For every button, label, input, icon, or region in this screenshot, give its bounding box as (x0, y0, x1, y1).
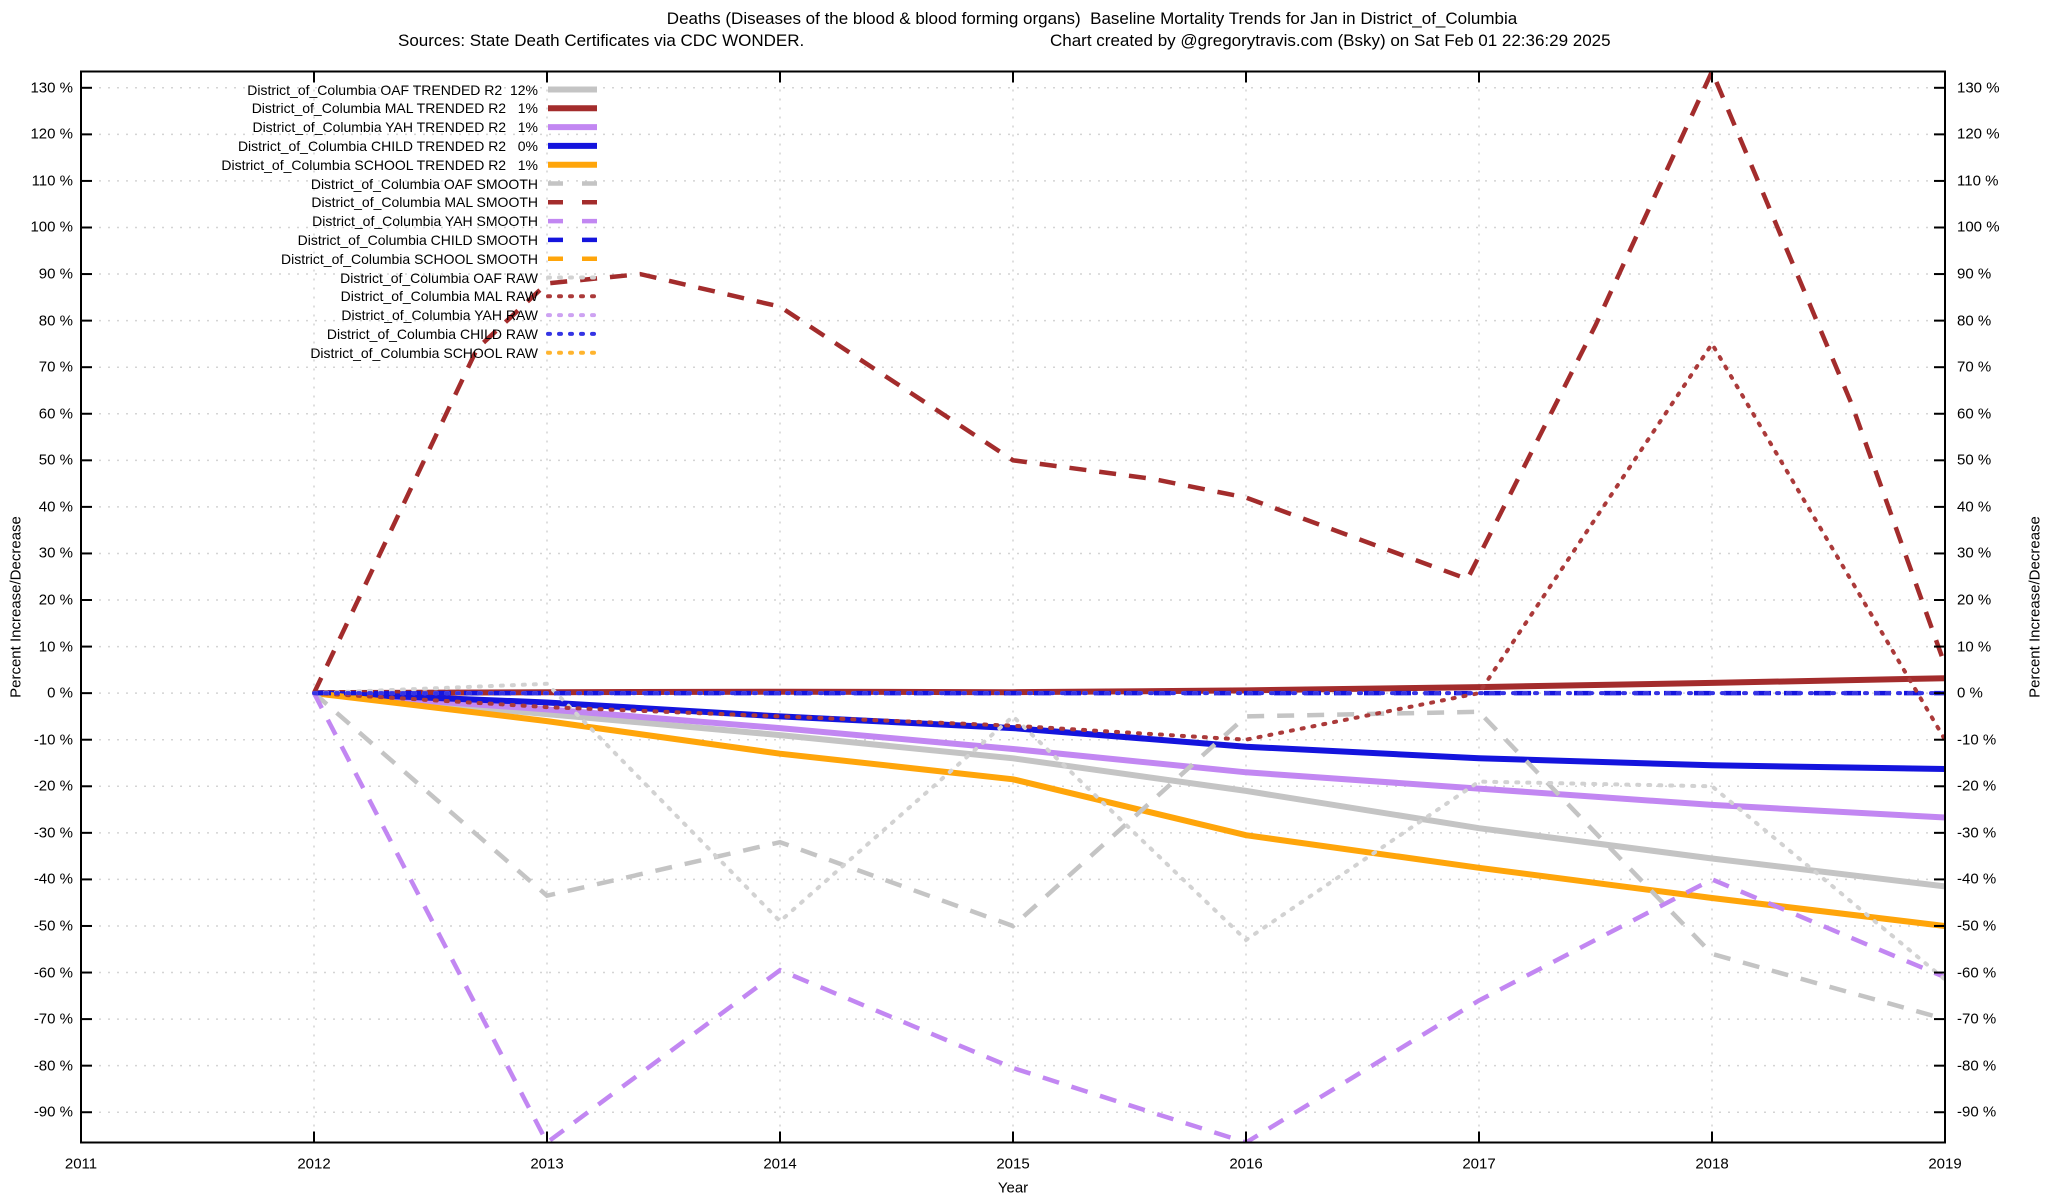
y-tick-label-right: 120 % (1957, 125, 2000, 143)
y-tick-label-right: 30 % (1957, 544, 1992, 562)
y-tick-label-right: -70 % (1957, 1010, 1997, 1028)
y-tick-label-right: 70 % (1957, 358, 1992, 376)
y-tick-label-right: -30 % (1957, 824, 1997, 842)
y-tick-label-left: -40 % (33, 870, 73, 888)
series-yah-smooth (312, 692, 1945, 1143)
y-tick-label-left: 100 % (30, 218, 73, 236)
y-tick-label-left: -10 % (33, 731, 73, 749)
y-tick-label-left: 10 % (38, 638, 73, 656)
y-tick-label-left: -20 % (33, 777, 73, 795)
x-tick-label: 2015 (996, 1155, 1030, 1173)
chart-credit-note: Chart created by @gregorytravis.com (Bsk… (1050, 31, 1611, 50)
y-tick-label-right: 0 % (1957, 684, 1983, 702)
y-tick-label-left: -90 % (33, 1103, 73, 1121)
y-tick-label-left: 30 % (38, 544, 73, 562)
x-tick-label: 2018 (1695, 1155, 1729, 1173)
y-tick-label-right: 40 % (1957, 498, 1992, 516)
y-tick-label-right: -50 % (1957, 917, 1997, 935)
series-school-trended (313, 690, 1945, 929)
y-tick-label-right: 10 % (1957, 638, 1992, 656)
legend-item-label-yah-raw: District_of_Columbia YAH RAW (341, 307, 538, 324)
chart-sources-note: Sources: State Death Certificates via CD… (398, 31, 805, 50)
legend-item-label-child-raw: District_of_Columbia CHILD RAW (326, 325, 538, 342)
y-tick-label-left: -30 % (33, 824, 73, 842)
y-axis-label-right: Percent Increase/Decrease (2026, 516, 2044, 698)
y-tick-label-right: 20 % (1957, 591, 1992, 609)
x-tick-label: 2019 (1928, 1155, 1962, 1173)
x-tick-label: 2017 (1462, 1155, 1496, 1173)
y-tick-label-right: 110 % (1957, 172, 1999, 190)
y-tick-label-right: -60 % (1957, 964, 1997, 982)
x-axis-label: Year (997, 1179, 1029, 1197)
series-oaf-smooth (312, 691, 1945, 1022)
x-tick-label: 2016 (1229, 1155, 1263, 1173)
y-tick-label-left: 20 % (38, 591, 73, 609)
y-tick-label-left: -70 % (33, 1010, 73, 1028)
legend-item-label-child-smooth: District_of_Columbia CHILD SMOOTH (297, 231, 538, 248)
y-tick-label-left: 50 % (38, 451, 73, 469)
y-tick-label-right: -90 % (1957, 1103, 1997, 1121)
y-tick-label-left: 60 % (38, 405, 73, 423)
y-tick-label-left: 70 % (38, 358, 73, 376)
series-oaf-raw (312, 681, 1945, 982)
legend-item-label-oaf-smooth: District_of_Columbia OAF SMOOTH (310, 175, 538, 192)
y-tick-label-right: 100 % (1957, 218, 2000, 236)
y-tick-label-left: -60 % (33, 964, 73, 982)
legend-item-label-mal-trended: District_of_Columbia MAL TRENDED R2 1% (251, 100, 538, 117)
y-tick-label-right: 80 % (1957, 312, 1992, 330)
series-child-trended (313, 690, 1945, 772)
y-tick-label-right: -80 % (1957, 1057, 1997, 1075)
y-tick-label-right: 90 % (1957, 265, 1992, 283)
series-mal-raw (312, 340, 1945, 742)
x-tick-label: 2011 (64, 1155, 98, 1173)
legend-item-label-oaf-raw: District_of_Columbia OAF RAW (340, 269, 538, 286)
y-tick-label-left: 40 % (38, 498, 73, 516)
y-tick-label-left: 110 % (31, 172, 73, 190)
series-yah-trended (313, 690, 1945, 821)
y-tick-label-right: 60 % (1957, 405, 1992, 423)
y-tick-label-right: 130 % (1957, 79, 2000, 97)
y-tick-label-left: 130 % (30, 79, 73, 97)
legend-item-label-mal-smooth: District_of_Columbia MAL SMOOTH (311, 194, 538, 211)
legend-item-label-yah-smooth: District_of_Columbia YAH SMOOTH (312, 213, 538, 230)
y-tick-label-left: -80 % (33, 1057, 73, 1075)
y-tick-label-right: -20 % (1957, 777, 1997, 795)
y-tick-label-left: 80 % (38, 312, 73, 330)
y-tick-label-right: 50 % (1957, 451, 1992, 469)
x-tick-label: 2012 (297, 1155, 331, 1173)
legend-item-label-mal-raw: District_of_Columbia MAL RAW (340, 288, 538, 305)
y-tick-label-left: 90 % (38, 265, 73, 283)
y-tick-label-left: -50 % (33, 917, 73, 935)
legend-item-label-school-smooth: District_of_Columbia SCHOOL SMOOTH (281, 250, 538, 267)
legend-item-label-school-raw: District_of_Columbia SCHOOL RAW (310, 344, 538, 361)
chart-title: Deaths (Diseases of the blood & blood fo… (666, 9, 1518, 28)
legend-item-label-school-trended: District_of_Columbia SCHOOL TRENDED R2 1… (221, 156, 538, 173)
legend-item-label-oaf-trended: District_of_Columbia OAF TRENDED R2 12% (247, 81, 538, 98)
legend-item-label-child-trended: District_of_Columbia CHILD TRENDED R2 0% (237, 137, 538, 154)
y-tick-label-right: -40 % (1957, 870, 1997, 888)
x-tick-label: 2014 (763, 1155, 797, 1173)
y-tick-label-left: 120 % (30, 125, 73, 143)
x-tick-label: 2013 (530, 1155, 564, 1173)
y-tick-label-left: 0 % (47, 684, 73, 702)
series-oaf-trended (313, 690, 1945, 890)
y-tick-label-right: -10 % (1957, 731, 1997, 749)
legend-item-label-yah-trended: District_of_Columbia YAH TRENDED R2 1% (252, 119, 538, 136)
